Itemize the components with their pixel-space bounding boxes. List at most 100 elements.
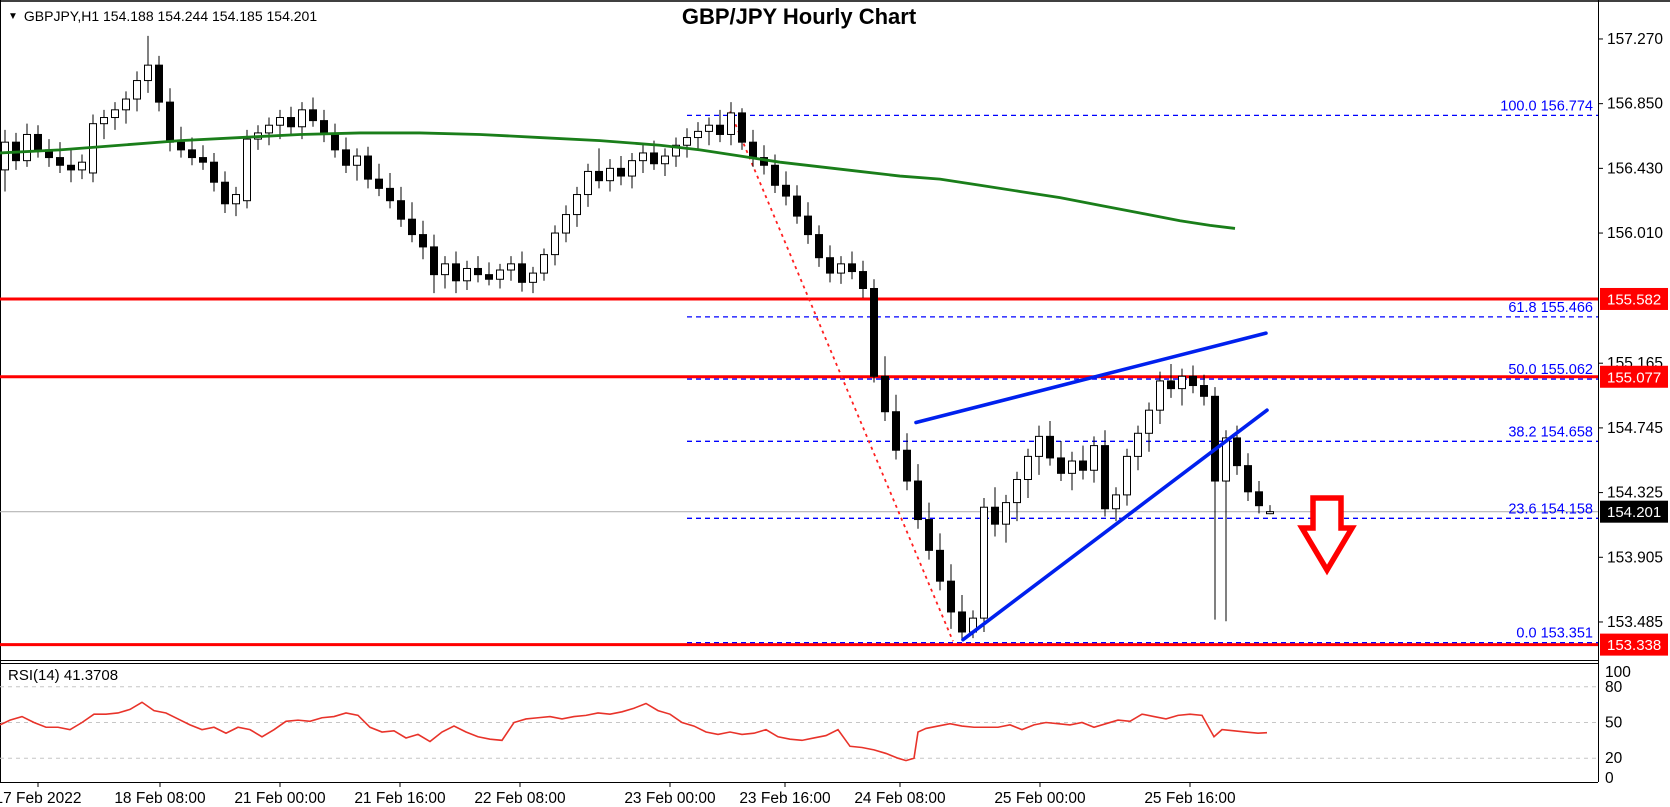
candle-body <box>342 149 350 166</box>
price-axis-label: 157.270 <box>1607 31 1663 48</box>
price-box-value: 154.201 <box>1607 504 1661 521</box>
candle-body <box>892 411 900 451</box>
candle-body <box>903 449 911 482</box>
candle-body <box>694 130 702 139</box>
candle-body <box>947 580 955 613</box>
candle-body <box>628 160 636 177</box>
moving-average-line <box>0 131 1236 230</box>
candle-body <box>881 375 889 413</box>
candle-body <box>1222 437 1230 482</box>
down-arrow-annotation <box>1297 495 1357 576</box>
candle-body <box>815 234 823 259</box>
candle-body <box>870 287 878 377</box>
chart-title: GBP/JPY Hourly Chart <box>681 4 917 29</box>
candle-body <box>958 611 966 633</box>
candle-body <box>1189 375 1197 387</box>
candle-body <box>1057 457 1065 474</box>
candle-body <box>782 184 790 197</box>
candle-body <box>276 117 284 126</box>
candle-body <box>518 263 526 283</box>
candle-body <box>1013 478 1021 504</box>
candle-body <box>804 215 812 236</box>
candle-body <box>67 164 75 171</box>
candle-body <box>1035 435 1043 457</box>
candle-body <box>1123 455 1131 496</box>
candle-body <box>1112 494 1120 510</box>
candle-body <box>199 157 207 163</box>
candle-body <box>188 149 196 159</box>
candle-body <box>749 141 757 159</box>
candle-body <box>991 506 999 525</box>
date-axis-label: 23 Feb 16:00 <box>739 790 831 807</box>
candle-body <box>298 109 306 128</box>
candle-body <box>100 117 108 125</box>
candle-body <box>56 157 64 166</box>
red-dashed-trendline <box>729 111 954 642</box>
price-axis-label: 156.430 <box>1607 160 1663 177</box>
date-axis-label: 25 Feb 00:00 <box>994 790 1086 807</box>
price-axis-label: 154.325 <box>1607 485 1663 502</box>
candle-body <box>826 257 834 274</box>
rsi-level-label: 80 <box>1605 679 1623 696</box>
candle-body <box>639 152 647 162</box>
candle-body <box>595 170 603 182</box>
candle-body <box>925 519 933 551</box>
candle-body <box>111 109 119 119</box>
candle-body <box>375 178 383 189</box>
candle-body <box>914 480 922 521</box>
candle-body <box>1145 409 1153 434</box>
date-axis-label: 24 Feb 08:00 <box>854 790 946 807</box>
candle-body <box>155 64 163 103</box>
candle-body <box>562 214 570 234</box>
candle-body <box>771 164 779 186</box>
price-box-red <box>1600 287 1668 310</box>
price-axis-label: 154.745 <box>1607 420 1663 437</box>
candle-body <box>837 263 845 274</box>
candle-body <box>1244 465 1252 493</box>
candle-body <box>23 133 31 162</box>
rsi-indicator-label: RSI(14) 41.3708 <box>8 667 119 684</box>
candle-body <box>144 64 152 82</box>
candle-body <box>1167 380 1175 390</box>
rsi-level-label: 100 <box>1605 664 1631 681</box>
candle-body <box>177 141 185 151</box>
candle-body <box>551 232 559 256</box>
candle-body <box>1046 435 1054 459</box>
candle-body <box>848 263 856 273</box>
candle-body <box>606 167 614 182</box>
candle-body <box>1255 491 1263 507</box>
candle-body <box>507 263 515 271</box>
candle-body <box>1156 380 1164 411</box>
candle-body <box>1134 432 1142 457</box>
price-axis-label: 153.905 <box>1607 549 1663 566</box>
candle-body <box>331 133 339 151</box>
candle-body <box>1101 445 1109 510</box>
price-axis-label: 156.850 <box>1607 96 1663 113</box>
symbol-ohlc-text: GBPJPY,H1 154.188 154.244 154.185 154.20… <box>23 8 318 24</box>
blue-trendline <box>961 408 1269 642</box>
candle-body <box>287 117 295 128</box>
candle-body <box>683 137 691 146</box>
candle-body <box>221 181 229 205</box>
candle-body <box>265 124 273 134</box>
candle-body <box>1 141 9 171</box>
price-box-black <box>1600 500 1668 523</box>
candle-body <box>980 506 988 619</box>
candle-body <box>1024 455 1032 480</box>
candle-body <box>122 98 130 111</box>
candle-body <box>309 109 317 122</box>
candle-body <box>1178 375 1186 390</box>
candle-body <box>716 124 724 135</box>
candle-body <box>397 200 405 220</box>
candle-body <box>353 155 361 166</box>
candle-body <box>1266 511 1274 515</box>
date-axis-label: 21 Feb 00:00 <box>234 790 326 807</box>
candle-body <box>617 167 625 177</box>
candle-body <box>474 267 482 276</box>
blue-trendline <box>914 331 1268 425</box>
price-box-red <box>1600 365 1668 388</box>
fib-level-label: 0.0 153.351 <box>1516 626 1593 642</box>
candle-body <box>133 80 141 100</box>
